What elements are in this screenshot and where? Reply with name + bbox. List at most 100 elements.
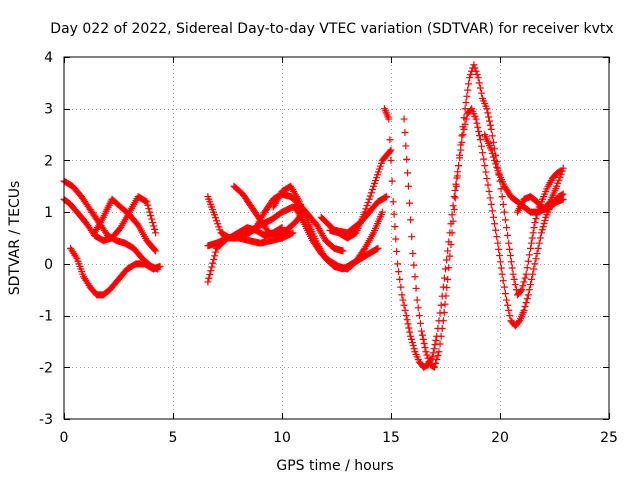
data-point <box>477 89 485 97</box>
data-point <box>488 150 496 158</box>
data-point <box>476 132 484 140</box>
data-point <box>522 299 530 307</box>
data-point <box>207 267 215 275</box>
data-point <box>461 105 469 113</box>
data-point <box>452 182 460 190</box>
series-arc-3 <box>91 195 160 255</box>
data-point <box>443 284 451 292</box>
data-point <box>443 256 451 264</box>
y-tick-label: 0 <box>44 257 53 273</box>
data-point <box>525 286 533 294</box>
data-point <box>366 192 374 200</box>
data-point <box>204 278 212 286</box>
data-point <box>450 206 458 214</box>
data-point <box>72 253 80 261</box>
data-point <box>378 208 386 216</box>
data-point <box>429 349 437 357</box>
data-point <box>444 275 452 283</box>
y-tick-label: -3 <box>39 412 53 428</box>
data-point <box>558 167 566 175</box>
data-point <box>408 233 416 241</box>
data-point <box>365 195 373 203</box>
data-point <box>152 229 160 237</box>
data-point <box>499 277 507 285</box>
data-point <box>540 220 548 228</box>
data-point <box>534 244 542 252</box>
data-point <box>390 210 398 218</box>
data-point <box>464 86 472 94</box>
data-point <box>457 141 465 149</box>
x-tick-label: 25 <box>600 430 618 446</box>
data-point <box>412 284 420 292</box>
data-point <box>483 105 491 113</box>
data-point <box>535 239 543 247</box>
data-point <box>530 224 538 232</box>
data-point <box>216 226 224 234</box>
data-point <box>149 218 157 226</box>
data-point <box>409 250 417 258</box>
data-point <box>144 201 152 209</box>
data-point <box>485 187 493 195</box>
data-point <box>441 300 449 308</box>
data-point <box>407 216 415 224</box>
data-point <box>413 296 421 304</box>
data-point <box>497 264 505 272</box>
data-point <box>465 74 473 82</box>
x-tick-label: 15 <box>382 430 400 446</box>
data-point <box>487 146 495 154</box>
data-point <box>536 234 544 242</box>
data-point <box>493 233 501 241</box>
data-point <box>156 262 164 270</box>
data-point <box>496 258 504 266</box>
plot-border <box>63 56 610 420</box>
series-arc-4 <box>67 244 164 299</box>
y-tick-label: 1 <box>44 205 53 221</box>
data-point <box>532 215 540 223</box>
data-point <box>386 136 394 144</box>
data-point <box>435 348 443 356</box>
data-point <box>482 168 490 176</box>
data-point <box>500 283 508 291</box>
data-point <box>522 270 530 278</box>
data-point <box>494 239 502 247</box>
data-point <box>418 327 426 335</box>
data-point <box>418 331 426 339</box>
data-point <box>527 281 535 289</box>
data-point <box>539 223 547 231</box>
data-point <box>393 247 401 255</box>
data-point <box>533 250 541 258</box>
data-point <box>150 222 158 230</box>
data-point <box>537 229 545 237</box>
data-point <box>215 223 223 231</box>
data-point <box>499 200 507 208</box>
data-point <box>211 252 219 260</box>
data-point <box>505 239 513 247</box>
data-point <box>489 138 497 146</box>
data-point <box>432 359 440 367</box>
data-point <box>553 182 561 190</box>
data-point <box>430 345 438 353</box>
data-point <box>528 234 536 242</box>
series-arc-2 <box>60 193 160 245</box>
data-point <box>145 205 153 213</box>
data-point <box>402 142 410 150</box>
data-point <box>440 274 448 282</box>
data-point <box>486 121 494 129</box>
data-point <box>510 275 518 283</box>
y-tick-label: 4 <box>44 50 53 66</box>
data-point <box>503 224 511 232</box>
data-point <box>388 177 396 185</box>
data-point <box>363 202 371 210</box>
data-point <box>404 320 412 328</box>
data-point <box>465 80 473 88</box>
data-point <box>463 92 471 100</box>
data-point <box>527 239 535 247</box>
data-point <box>506 252 514 260</box>
data-point <box>420 339 428 347</box>
data-point <box>451 194 459 202</box>
data-point <box>409 342 417 350</box>
x-tick-label: 20 <box>491 430 509 446</box>
data-point <box>425 357 433 365</box>
data-point <box>479 149 487 157</box>
data-point <box>523 264 531 272</box>
